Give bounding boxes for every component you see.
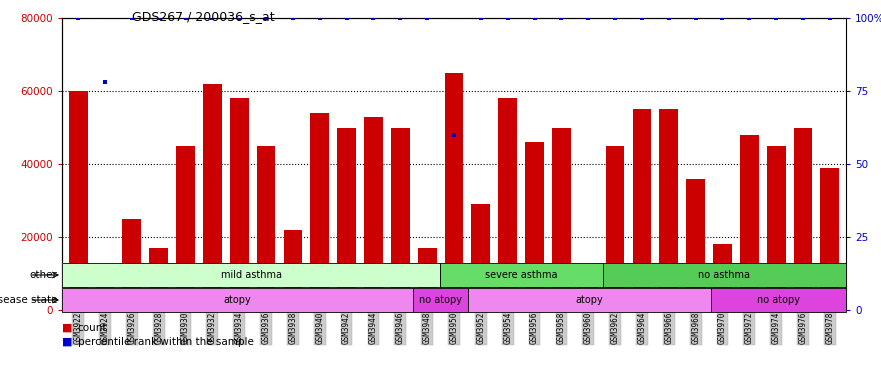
Bar [659, 109, 678, 310]
Point [285, 15, 300, 21]
Point [554, 15, 568, 21]
Bar [95, 273, 115, 310]
Bar [418, 248, 437, 310]
Bar [740, 135, 759, 310]
Bar [176, 146, 195, 310]
Bar [711, 288, 846, 312]
Bar [440, 263, 603, 287]
Point [528, 15, 542, 21]
Bar [579, 264, 597, 310]
Point [823, 15, 837, 21]
Text: percentile rank within the sample: percentile rank within the sample [78, 337, 254, 347]
Text: no atopy: no atopy [757, 295, 800, 305]
Bar [552, 127, 571, 310]
Point [608, 15, 622, 21]
Point [313, 15, 327, 21]
Bar [766, 146, 786, 310]
Text: disease state: disease state [0, 295, 57, 305]
Bar [230, 98, 248, 310]
Bar [391, 127, 410, 310]
Bar [256, 146, 276, 310]
Bar [62, 263, 440, 287]
Point [205, 15, 219, 21]
Bar [794, 127, 812, 310]
Bar [603, 263, 846, 287]
Point [259, 15, 273, 21]
Bar [69, 91, 87, 310]
Bar [122, 219, 141, 310]
Point [662, 15, 676, 21]
Bar [149, 248, 168, 310]
Bar [820, 168, 840, 310]
Point [581, 15, 596, 21]
Point [393, 15, 407, 21]
Text: count: count [78, 323, 107, 333]
Point [420, 15, 434, 21]
Text: GDS267 / 200036_s_at: GDS267 / 200036_s_at [132, 10, 275, 23]
Bar [713, 244, 732, 310]
Point [715, 15, 729, 21]
Bar [62, 288, 413, 312]
Bar [413, 288, 468, 312]
Point [769, 15, 783, 21]
Point [339, 15, 353, 21]
Point [447, 132, 461, 138]
Bar [310, 113, 329, 310]
Bar [468, 288, 711, 312]
Bar [525, 142, 544, 310]
Bar [284, 230, 302, 310]
Point [125, 15, 139, 21]
Bar [686, 179, 705, 310]
Point [500, 15, 515, 21]
Text: ■: ■ [62, 323, 72, 333]
Bar [633, 109, 651, 310]
Text: atopy: atopy [224, 295, 252, 305]
Point [366, 15, 381, 21]
Text: other: other [30, 270, 57, 280]
Text: severe asthma: severe asthma [485, 270, 558, 280]
Text: no asthma: no asthma [699, 270, 751, 280]
Bar [203, 84, 222, 310]
Text: atopy: atopy [575, 295, 603, 305]
Bar [364, 116, 383, 310]
Point [635, 15, 649, 21]
Point [796, 15, 811, 21]
Point [71, 15, 85, 21]
Point [743, 15, 757, 21]
Point [152, 15, 166, 21]
Point [179, 15, 193, 21]
Point [98, 79, 112, 85]
Point [474, 15, 488, 21]
Bar [337, 127, 356, 310]
Point [689, 15, 703, 21]
Text: mild asthma: mild asthma [221, 270, 282, 280]
Bar [471, 204, 490, 310]
Text: no atopy: no atopy [419, 295, 462, 305]
Bar [445, 73, 463, 310]
Bar [499, 98, 517, 310]
Text: ■: ■ [62, 337, 72, 347]
Bar [606, 146, 625, 310]
Point [233, 15, 247, 21]
